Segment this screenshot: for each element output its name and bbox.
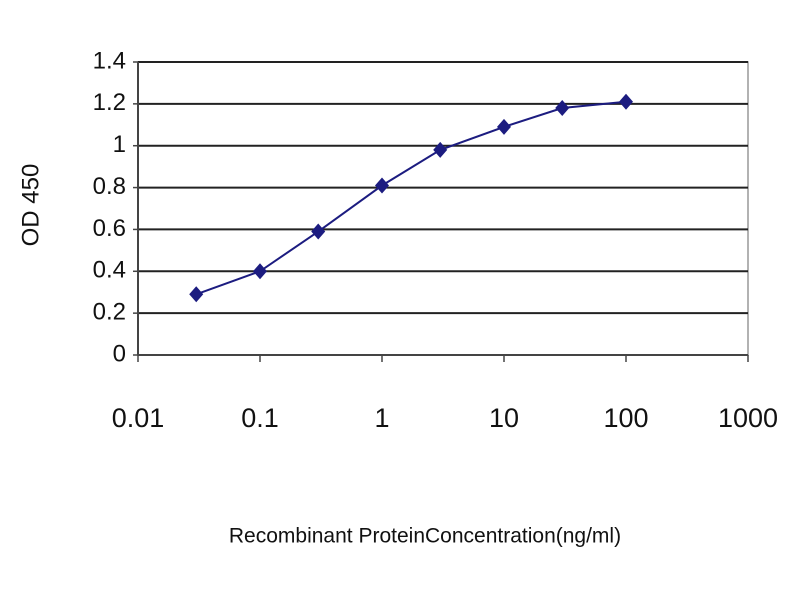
x-axis-label: Recombinant ProteinConcentration(ng/ml) xyxy=(229,525,621,548)
y-tick-label: 0.8 xyxy=(93,173,126,200)
x-tick-label: 1 xyxy=(374,403,389,433)
data-point xyxy=(497,118,511,135)
plot-area xyxy=(137,61,749,356)
x-tick-label: 0.01 xyxy=(112,403,165,433)
data-point xyxy=(433,141,448,158)
y-tick-label: 0.6 xyxy=(93,215,126,242)
y-tick-label: 1.4 xyxy=(93,47,126,74)
data-point xyxy=(375,177,389,194)
x-tick-label: 100 xyxy=(603,403,648,433)
y-tick-label: 1.2 xyxy=(93,89,126,116)
series-line xyxy=(195,100,627,296)
y-tick-label: 1 xyxy=(113,131,126,158)
x-tick-label: 10 xyxy=(489,403,519,433)
data-point xyxy=(555,100,570,117)
y-tick-label: 0.4 xyxy=(93,257,126,284)
x-tick-label: 0.1 xyxy=(241,403,279,433)
y-tick-label: 0 xyxy=(113,340,126,367)
data-point xyxy=(189,286,204,303)
data-point xyxy=(253,263,267,280)
x-tick-label: 1000 xyxy=(718,403,778,433)
data-point xyxy=(311,223,326,240)
y-axis-label: OD 450 xyxy=(17,164,44,247)
data-point xyxy=(619,93,633,110)
y-tick-label: 0.2 xyxy=(93,298,126,325)
